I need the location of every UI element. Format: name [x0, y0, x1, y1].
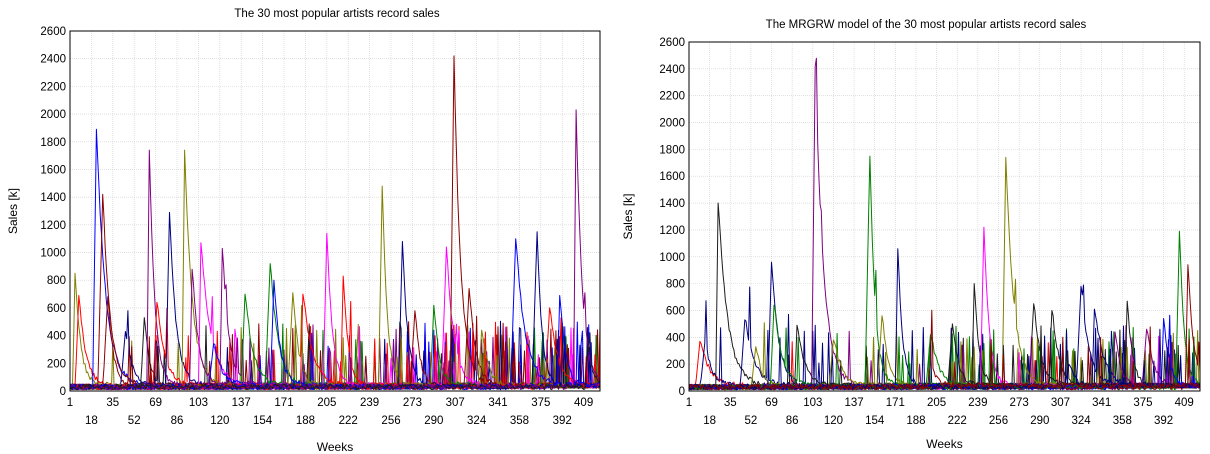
x-tick-label: 86: [171, 415, 184, 427]
x-tick-label: 358: [510, 415, 529, 427]
x-tick-label: 120: [210, 415, 229, 427]
y-axis-label: Sales [k]: [6, 188, 20, 234]
y-tick-label: 2600: [40, 26, 66, 38]
x-tick-label: 137: [232, 397, 251, 409]
series-line: [69, 109, 601, 391]
x-tick-label: 409: [1175, 397, 1194, 409]
x-tick-label: 256: [381, 415, 400, 427]
x-axis-label: Weeks: [317, 440, 353, 454]
x-tick-label: 188: [906, 415, 925, 427]
x-tick-label: 222: [948, 415, 967, 427]
series-group: [69, 55, 601, 391]
x-tick-label: 35: [106, 397, 119, 409]
y-tick-label: 400: [666, 332, 685, 344]
x-tick-label: 375: [1133, 397, 1152, 409]
y-tick-label: 2400: [40, 54, 66, 66]
y-tick-label: 2600: [659, 37, 685, 49]
x-tick-label: 290: [424, 415, 443, 427]
x-tick-label: 239: [360, 397, 379, 409]
y-tick-label: 800: [47, 275, 66, 287]
plot-frame: [688, 41, 1201, 392]
x-tick-label: 69: [765, 397, 778, 409]
x-axis-label: Weeks: [926, 437, 962, 451]
y-tick-label: 600: [47, 303, 66, 315]
x-tick-label: 1: [686, 397, 692, 409]
y-tick-label: 1800: [659, 144, 685, 156]
y-tick-label: 1800: [40, 137, 66, 149]
x-tick-label: 256: [989, 415, 1008, 427]
chart-mrgrw-model: The MRGRW model of the 30 most popular a…: [610, 0, 1210, 454]
x-tick-label: 290: [1030, 415, 1049, 427]
chart-actual-sales: The 30 most popular artists record sales…: [6, 8, 601, 454]
x-tick-label: 188: [296, 415, 315, 427]
x-tick-label: 375: [531, 397, 550, 409]
x-tick-label: 205: [317, 397, 336, 409]
x-tick-label: 358: [1113, 415, 1132, 427]
x-tick-label: 171: [886, 397, 905, 409]
y-tick-label: 2000: [40, 109, 66, 121]
x-tick-label: 324: [1071, 415, 1091, 427]
y-tick-label: 1000: [659, 252, 685, 264]
y-tick-label: 2200: [659, 91, 685, 103]
x-tick-label: 137: [844, 397, 863, 409]
x-tick-label: 69: [149, 397, 162, 409]
series-line: [688, 202, 1201, 390]
y-axis-label: Sales [k]: [621, 193, 635, 239]
x-tick-label: 103: [189, 397, 208, 409]
x-tick-label: 52: [128, 415, 141, 427]
x-tick-label: 409: [574, 397, 593, 409]
y-tick-label: 400: [47, 331, 66, 343]
x-tick-label: 18: [703, 415, 716, 427]
chart-mrgrw-model-svg: The MRGRW model of the 30 most popular a…: [621, 19, 1201, 451]
y-tick-label: 2200: [40, 81, 66, 93]
y-tick-label: 0: [679, 386, 685, 398]
x-tick-label: 307: [1051, 397, 1070, 409]
y-tick-label: 600: [666, 305, 685, 317]
x-tick-label: 273: [1010, 397, 1029, 409]
y-tick-label: 800: [666, 279, 685, 291]
y-tick-label: 1200: [40, 220, 66, 232]
x-tick-label: 35: [724, 397, 737, 409]
y-tick-label: 2000: [659, 118, 685, 130]
x-tick-label: 103: [803, 397, 822, 409]
x-tick-label: 154: [253, 415, 273, 427]
y-tick-label: 0: [60, 386, 66, 398]
x-tick-label: 154: [865, 415, 885, 427]
series-group: [688, 57, 1201, 391]
y-tick-label: 1400: [659, 198, 685, 210]
y-tick-label: 1200: [659, 225, 685, 237]
x-tick-label: 392: [553, 415, 572, 427]
x-tick-label: 120: [824, 415, 843, 427]
x-tick-label: 1: [67, 397, 73, 409]
x-tick-label: 86: [786, 415, 799, 427]
y-tick-label: 2400: [659, 64, 685, 76]
y-tick-label: 1400: [40, 192, 66, 204]
y-tick-label: 200: [47, 358, 66, 370]
y-tick-label: 200: [666, 359, 685, 371]
chart-title: The 30 most popular artists record sales: [234, 8, 439, 20]
x-tick-label: 222: [339, 415, 358, 427]
x-tick-label: 324: [467, 415, 487, 427]
chart-actual-sales-svg: The 30 most popular artists record sales…: [6, 8, 601, 454]
x-tick-label: 341: [1092, 397, 1111, 409]
series-line: [688, 264, 1201, 391]
x-tick-label: 341: [488, 397, 507, 409]
chart-title: The MRGRW model of the 30 most popular a…: [766, 19, 1087, 31]
plot-frame: [69, 30, 601, 392]
y-tick-label: 1000: [40, 248, 66, 260]
x-tick-label: 171: [274, 397, 293, 409]
x-tick-label: 52: [745, 415, 758, 427]
x-tick-label: 307: [446, 397, 465, 409]
series-line: [69, 332, 601, 391]
x-tick-label: 239: [968, 397, 987, 409]
series-line: [688, 309, 1201, 391]
x-tick-label: 273: [403, 397, 422, 409]
y-tick-label: 1600: [659, 171, 685, 183]
y-tick-label: 1600: [40, 164, 66, 176]
x-tick-label: 18: [85, 415, 98, 427]
x-tick-label: 392: [1154, 415, 1173, 427]
x-tick-label: 205: [927, 397, 946, 409]
